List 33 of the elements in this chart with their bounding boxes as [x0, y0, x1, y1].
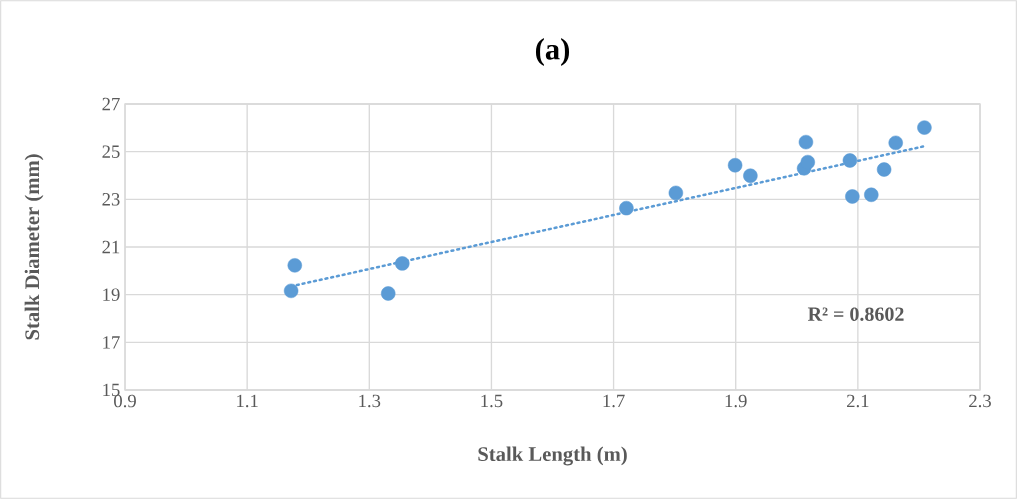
point: [845, 189, 860, 204]
y-axis-title: Stalk Diameter (mm): [24, 154, 44, 340]
point: [842, 153, 858, 168]
y-tick-label: 21: [102, 240, 120, 254]
point: [876, 162, 892, 177]
y-tick-label: 17: [103, 336, 120, 349]
x-tick-label: 1.7: [603, 394, 625, 408]
point: [743, 168, 758, 183]
x-tick-label: 1.3: [359, 394, 381, 408]
point: [798, 134, 814, 150]
annotation: R² = 0.8602: [807, 307, 904, 321]
point: [283, 283, 299, 299]
x-tick-label: 2.3: [969, 394, 991, 408]
point: [668, 185, 684, 201]
x-axis-title: Stalk Length (m): [478, 446, 627, 466]
point: [727, 158, 743, 173]
point: [800, 154, 815, 170]
y-tick-label: 23: [102, 193, 120, 206]
y-tick-label: 27: [102, 97, 120, 111]
x-tick-label: 1.9: [725, 394, 747, 408]
point: [619, 200, 634, 216]
chart-title: (a): [535, 38, 570, 66]
point: [381, 286, 396, 301]
x-tick-label: 1.5: [481, 394, 503, 408]
x-tick-label: 1.1: [237, 394, 258, 408]
y-tick-label: 25: [102, 145, 120, 158]
x-tick-label: 2.1: [847, 394, 869, 408]
y-tick-label: 19: [103, 288, 120, 301]
point: [864, 187, 879, 202]
point: [917, 120, 932, 135]
point: [888, 135, 903, 151]
point: [395, 256, 410, 271]
point: [287, 258, 302, 273]
